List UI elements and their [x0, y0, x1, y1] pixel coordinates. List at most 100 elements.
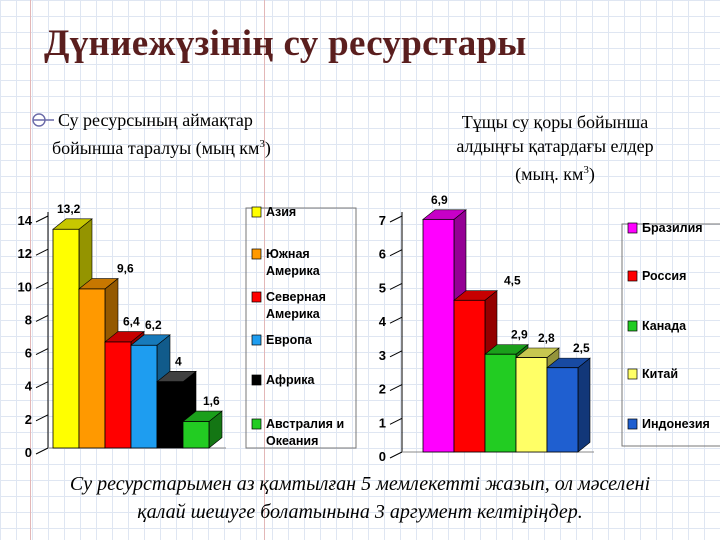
left-y-tick-label: 10	[18, 279, 32, 294]
margin-line-left	[30, 0, 31, 540]
page-title: Дүниежүзінің су ресурстары	[44, 23, 527, 64]
left-legend-label: Европа	[266, 333, 313, 347]
left-bar-front	[78, 288, 106, 449]
right-legend: Бразилия Россия Канада Китай Индонезия	[621, 221, 720, 447]
right-bar-side	[577, 357, 591, 453]
left-bar-front	[104, 341, 132, 449]
left-data-label: 13,2	[57, 202, 81, 216]
left-legend-item: Африка	[251, 373, 316, 387]
left-y-tick-label: 4	[25, 379, 33, 394]
right-y-tick	[389, 451, 403, 459]
right-subtitle-line3-text: (мың. км	[515, 164, 584, 184]
left-legend-frame	[245, 207, 357, 449]
left-subtitle-line2-text: бойынша таралуы (мың км	[52, 138, 260, 158]
left-data-label: 4	[175, 354, 182, 368]
left-y-tick	[35, 215, 49, 223]
left-legend: Азия Южная Америка Северная Америка Европа Афр…	[245, 205, 357, 449]
left-subtitle-close: )	[264, 138, 271, 158]
right-legend-swatch	[627, 270, 638, 282]
right-legend-label: Индонезия	[642, 417, 710, 431]
right-legend-label: Китай	[642, 367, 678, 381]
right-data-label: 6,9	[431, 193, 448, 207]
right-data-label: 2,8	[538, 331, 555, 345]
right-y-tick	[389, 350, 403, 358]
margin-line-right	[264, 0, 265, 540]
right-y-tick-label: 7	[379, 213, 386, 228]
left-y-tick-label: 2	[25, 412, 32, 427]
left-y-tick	[35, 281, 49, 289]
left-legend-label: Австралия и	[266, 417, 344, 431]
left-legend-item: Азия	[251, 205, 296, 219]
right-legend-swatch	[627, 320, 638, 332]
left-legend-label: Океания	[266, 434, 318, 448]
left-legend-label: Америка	[266, 307, 321, 321]
right-data-label: 2,9	[511, 328, 528, 342]
left-bar-chart: 0 2 4 6 8 10 12 14 13,2 9,6 6,4 6,2 4 1,6 Азия Южная Аме…	[18, 202, 357, 460]
left-y-tick-label: 8	[25, 312, 32, 327]
right-y-tick-label: 4	[379, 314, 387, 329]
left-y-tick-label: 6	[25, 346, 32, 361]
left-subtitle-sup: 3	[259, 138, 265, 150]
right-legend-swatch	[627, 418, 638, 430]
left-bar-front	[130, 344, 158, 449]
bullet-icon	[32, 113, 54, 127]
left-legend-item: Европа	[251, 333, 313, 347]
left-subtitle-line1: Су ресурсының аймақтар	[58, 110, 253, 130]
left-legend-label: Азия	[266, 205, 296, 219]
left-legend-item: Южная Америка	[251, 247, 321, 278]
left-bar-front	[156, 381, 184, 449]
right-legend-item: Индонезия	[627, 417, 710, 431]
right-y-tick	[389, 417, 403, 425]
left-legend-label: Северная	[266, 290, 326, 304]
right-y-tick-label: 6	[379, 247, 386, 262]
right-chart-subtitle: Тұщы су қоры бойынша алдыңғы қатардағы е…	[410, 110, 700, 186]
right-data-label: 4,5	[504, 274, 521, 288]
left-y-tick-label: 12	[18, 246, 32, 261]
right-bar-front	[422, 218, 455, 453]
left-bar-front	[52, 228, 80, 449]
left-subtitle-line2: бойынша таралуы (мың км3)	[52, 132, 271, 160]
left-y-tick	[35, 314, 49, 322]
footer-line1: Су ресурстарымен аз қамтылған 5 мемлекет…	[69, 473, 651, 495]
right-subtitle-close: )	[588, 164, 595, 184]
right-legend-label: Бразилия	[642, 221, 703, 235]
right-y-tick	[389, 384, 403, 392]
right-y-tick-label: 3	[379, 348, 386, 363]
left-bar	[130, 334, 171, 449]
left-y-tick	[35, 248, 49, 256]
right-legend-item: Бразилия	[627, 221, 703, 235]
right-legend-item: Китай	[627, 367, 678, 381]
right-bar-front	[546, 367, 579, 453]
right-subtitle-sup: 3	[583, 164, 589, 176]
left-data-label: 6,2	[145, 318, 162, 332]
left-data-label: 1,6	[203, 394, 220, 408]
left-y-tick-label: 0	[25, 445, 32, 460]
task-footer: Су ресурстарымен аз қамтылған 5 мемлекет…	[0, 470, 720, 526]
right-legend-item: Канада	[627, 319, 687, 333]
left-legend-swatch	[251, 206, 262, 218]
right-legend-frame	[621, 223, 720, 447]
right-y-tick-label: 2	[379, 382, 386, 397]
left-data-label: 6,4	[123, 315, 140, 329]
right-bar	[546, 357, 591, 453]
right-legend-label: Канада	[642, 319, 687, 333]
right-y-tick-label: 0	[379, 449, 386, 464]
right-subtitle-line1: Тұщы су қоры бойынша	[461, 112, 649, 132]
right-y-tick-label: 1	[379, 415, 386, 430]
right-legend-swatch	[627, 222, 638, 234]
left-y-tick	[35, 414, 49, 422]
right-legend-swatch	[627, 368, 638, 380]
right-subtitle-line3: (мың. км3)	[410, 158, 700, 186]
left-bar	[182, 410, 223, 449]
left-legend-item: Северная Америка	[251, 290, 326, 321]
right-y-tick	[389, 282, 403, 290]
right-y-tick	[389, 215, 403, 223]
right-bar-front	[515, 357, 548, 453]
left-y-tick	[35, 381, 49, 389]
right-legend-item: Россия	[627, 269, 686, 283]
right-data-label: 2,5	[573, 341, 590, 355]
right-y-tick	[389, 316, 403, 324]
right-y-tick-label: 5	[379, 280, 386, 295]
right-subtitle-line2: алдыңғы қатардағы елдер	[456, 136, 654, 156]
left-y-tick	[35, 447, 49, 455]
